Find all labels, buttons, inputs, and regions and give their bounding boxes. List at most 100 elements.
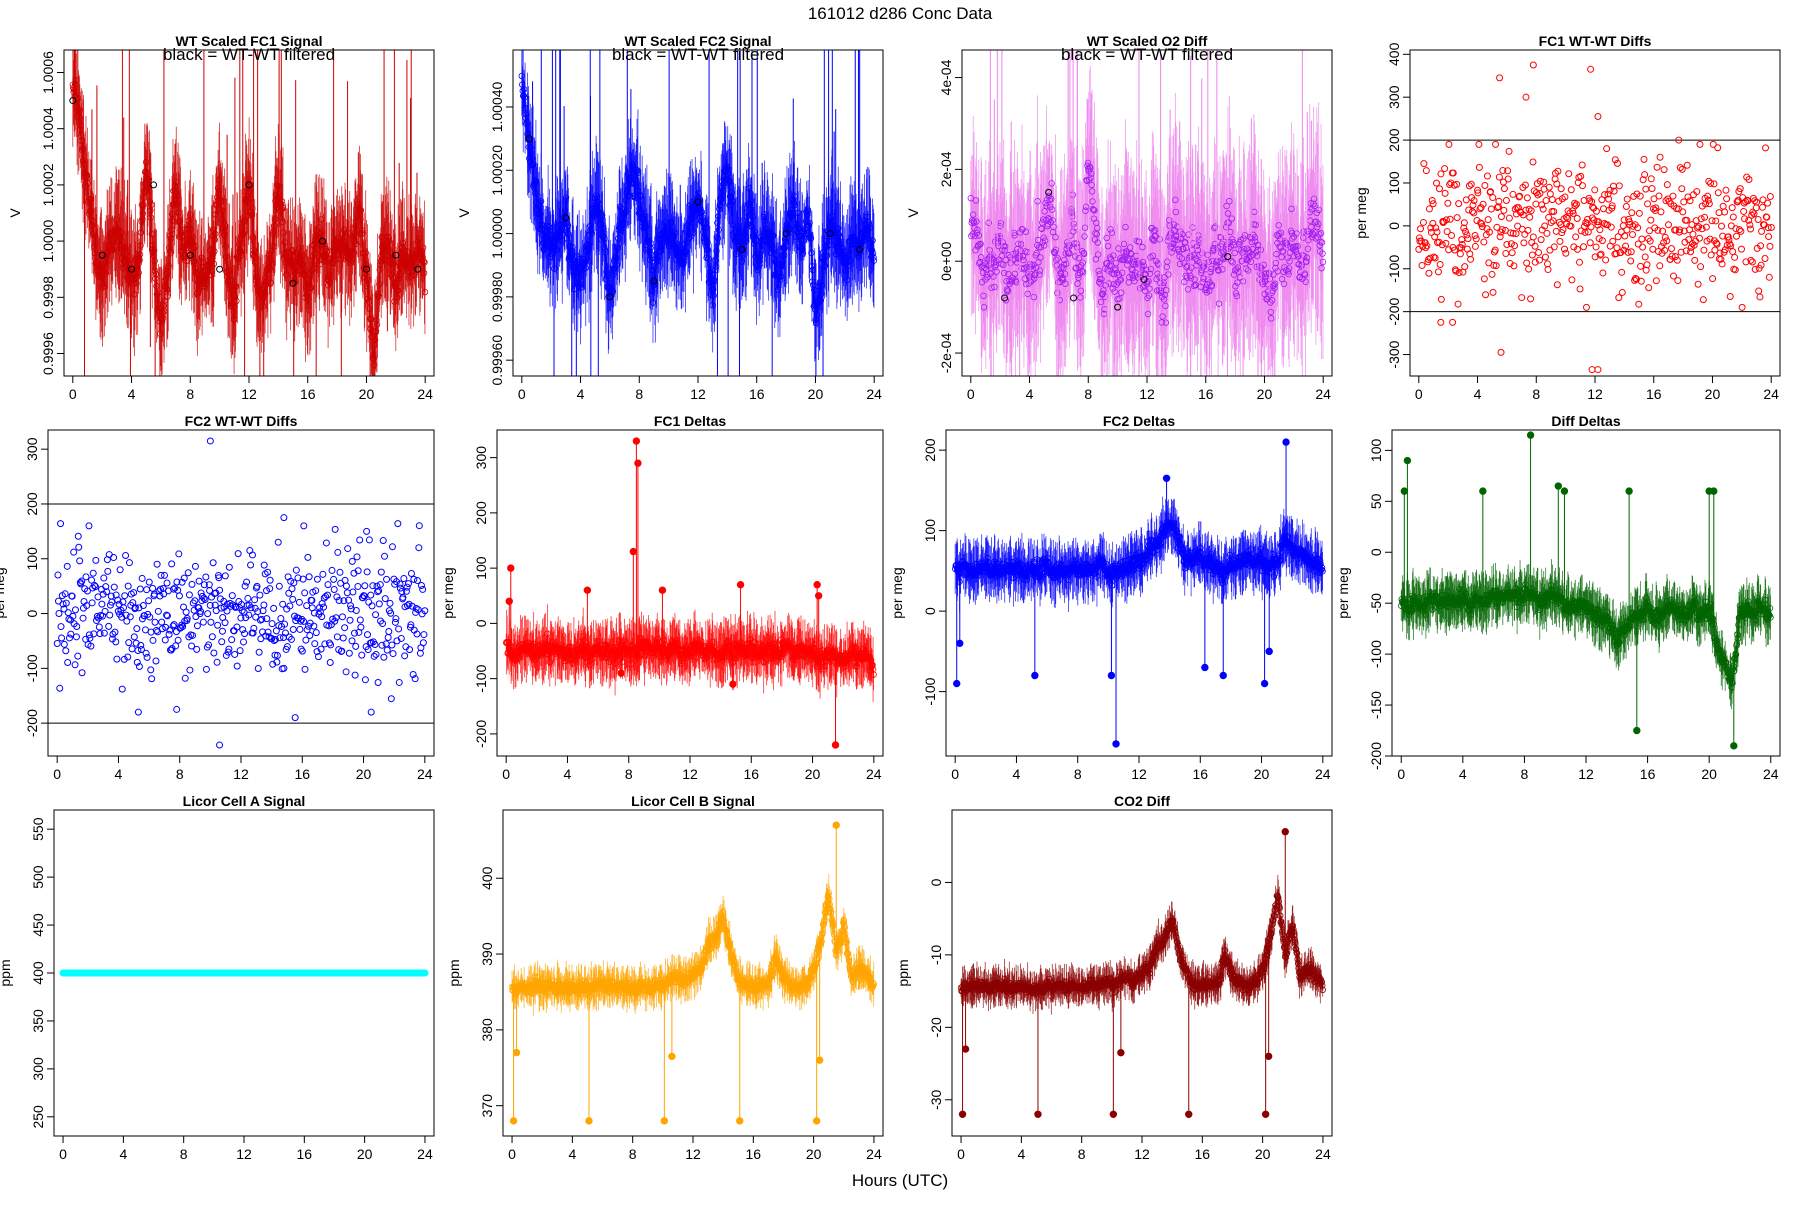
x-tick-label: 12 (1139, 386, 1155, 402)
data-point (1542, 254, 1548, 260)
data-point (1549, 197, 1555, 203)
data-point (1449, 232, 1455, 238)
data-point (1519, 295, 1525, 301)
data-point (1544, 230, 1550, 236)
y-tick-label: 1.0000 (40, 219, 56, 262)
data-point (1437, 262, 1443, 268)
plot-area (519, 0, 877, 573)
data-point (1445, 200, 1451, 206)
panel-note: black = WT-WT filtered (1061, 45, 1233, 64)
x-tick-label: 12 (241, 386, 257, 402)
y-tick-label: 0.99960 (489, 335, 505, 386)
x-tick-label: 20 (359, 386, 375, 402)
data-point (1551, 244, 1557, 250)
data-point (1456, 201, 1462, 207)
y-tick-label: 1.0006 (40, 51, 56, 94)
y-tick-label: 1.00040 (489, 81, 505, 132)
data-point (1528, 296, 1534, 302)
data-point (1527, 214, 1533, 220)
x-tick-label: 20 (808, 386, 824, 402)
data-point (1481, 239, 1487, 245)
data-point (1489, 271, 1495, 277)
data-point (1488, 206, 1494, 212)
data-point (1465, 236, 1471, 242)
data-point (1498, 214, 1504, 220)
data-point (1496, 174, 1502, 180)
y-tick-label: 4e-04 (938, 59, 954, 95)
data-point (1546, 184, 1552, 190)
data-point (1419, 262, 1425, 268)
data-point (1533, 201, 1539, 207)
x-tick-label: 0 (518, 386, 526, 402)
data-point (1543, 198, 1549, 204)
data-point (1506, 215, 1512, 221)
data-point (1434, 180, 1440, 186)
data-point (1545, 267, 1551, 273)
y-tick-label: -2e-04 (938, 333, 954, 374)
data-point (1469, 209, 1475, 215)
data-point (1438, 296, 1444, 302)
data-point (1536, 249, 1542, 255)
data-point (1466, 183, 1472, 189)
data-point (1434, 229, 1440, 235)
page-title: 161012 d286 Conc Data (808, 4, 993, 23)
data-point (1510, 191, 1516, 197)
y-tick-label: 1.00000 (489, 208, 505, 259)
data-point (1485, 217, 1491, 223)
y-tick-label: 0.99980 (489, 271, 505, 322)
filtered-point (217, 266, 223, 272)
shared-x-axis-label: Hours (UTC) (852, 1171, 948, 1190)
data-point (1505, 176, 1511, 182)
data-point (1561, 246, 1567, 252)
data-point (1547, 191, 1553, 197)
data-point (1446, 141, 1452, 147)
x-tick-label: 8 (635, 386, 643, 402)
data-point (1471, 210, 1477, 216)
data-point (1490, 289, 1496, 295)
data-point (1462, 264, 1468, 270)
data-point (1521, 240, 1527, 246)
data-point (1435, 269, 1441, 275)
data-point (1481, 276, 1487, 282)
data-point (1476, 141, 1482, 147)
y-axis-label: V (905, 208, 921, 218)
data-point (1557, 238, 1563, 244)
data-point (1420, 219, 1426, 225)
data-point (1538, 237, 1544, 243)
x-tick-label: 16 (300, 386, 316, 402)
data-point (1482, 182, 1488, 188)
x-tick-label: 0 (967, 386, 975, 402)
x-tick-label: 24 (1315, 386, 1331, 402)
data-point (1530, 234, 1536, 240)
data-point (1529, 252, 1535, 258)
y-axis-label: V (456, 208, 472, 218)
y-tick-label: 2e-04 (938, 151, 954, 187)
data-point (1503, 251, 1509, 257)
data-point (1501, 207, 1507, 213)
data-point (1476, 164, 1482, 170)
data-point (1558, 186, 1564, 192)
y-tick-label: 1.0004 (40, 107, 56, 150)
data-point (1490, 195, 1496, 201)
data-point (1522, 231, 1528, 237)
data-point (1426, 270, 1432, 276)
panel-note: black = WT-WT filtered (163, 45, 335, 64)
data-point (1530, 159, 1536, 165)
x-tick-label: 20 (1257, 386, 1273, 402)
data-point (1442, 190, 1448, 196)
data-point (1553, 228, 1559, 234)
data-point (1525, 227, 1531, 233)
data-point (1484, 173, 1490, 179)
x-tick-label: 8 (186, 386, 194, 402)
data-point (1509, 250, 1515, 256)
x-tick-label: 24 (866, 386, 882, 402)
data-point (1524, 195, 1530, 201)
data-point (1438, 171, 1444, 177)
data-point (1436, 186, 1442, 192)
y-tick-label: 0.9998 (40, 276, 56, 319)
data-point (1454, 215, 1460, 221)
y-tick-label: 0e+00 (938, 241, 954, 281)
